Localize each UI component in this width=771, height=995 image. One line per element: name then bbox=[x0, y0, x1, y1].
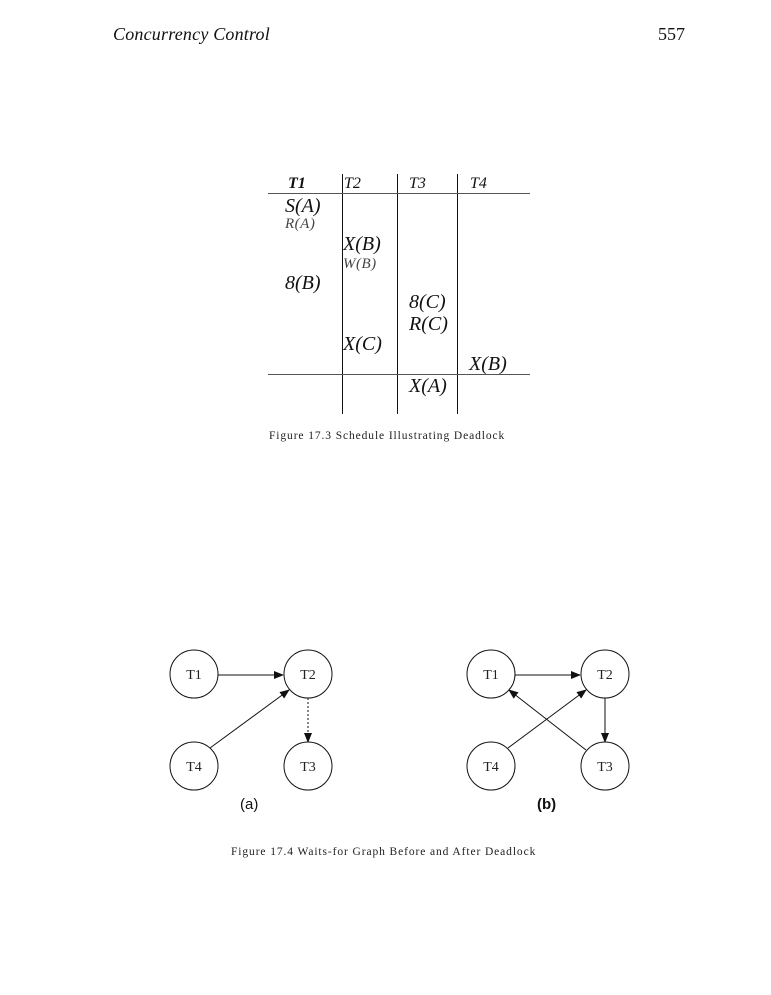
column-header-t3: T3 bbox=[409, 175, 426, 192]
edge-b-t3-to-t1 bbox=[508, 689, 587, 751]
node-b-t3-label: T3 bbox=[597, 760, 613, 775]
figure-17-3-caption: Figure 17.3 Schedule Illustrating Deadlo… bbox=[269, 430, 506, 442]
node-b-t1-label: T1 bbox=[483, 668, 499, 683]
figure-17-4-caption: Figure 17.4 Waits-for Graph Before and A… bbox=[231, 846, 537, 858]
node-a-t3-label: T3 bbox=[300, 760, 316, 775]
graph-b-label: (b) bbox=[537, 796, 557, 813]
node-b-t1 bbox=[466, 649, 516, 699]
op-t2-exclusive-lock-b: X(B) bbox=[343, 233, 381, 255]
graph-b: T1 T2 T4 T3 bbox=[466, 649, 630, 791]
node-b-t4 bbox=[466, 741, 516, 791]
schedule-table: T1 T2 T3 T4 S(A) R(A) X(B) W(B) 8(B) 8(C… bbox=[268, 172, 530, 414]
op-t1-shared-lock-b: 8(B) bbox=[285, 272, 321, 294]
op-t3-exclusive-lock-a: X(A) bbox=[409, 375, 447, 397]
op-t4-exclusive-lock-b: X(B) bbox=[469, 353, 507, 375]
node-a-t1-label: T1 bbox=[186, 668, 202, 683]
op-t1-read-a: R(A) bbox=[285, 216, 316, 232]
node-a-t4 bbox=[169, 741, 219, 791]
page-number: 557 bbox=[658, 24, 685, 44]
node-b-t2-label: T2 bbox=[597, 668, 613, 683]
bottom-rule bbox=[268, 374, 530, 375]
graph-a: T1 T2 T4 T3 bbox=[169, 649, 333, 791]
column-divider-t2-t3 bbox=[397, 174, 398, 414]
graph-a-label: (a) bbox=[240, 796, 259, 813]
op-t2-write-b: W(B) bbox=[343, 256, 377, 272]
column-header-t2: T2 bbox=[344, 175, 361, 192]
node-a-t4-label: T4 bbox=[186, 760, 202, 775]
op-t3-shared-lock-c: 8(C) bbox=[409, 291, 446, 313]
header-rule bbox=[268, 193, 530, 194]
op-t2-exclusive-lock-c: X(C) bbox=[343, 333, 382, 355]
column-header-t4: T4 bbox=[470, 175, 487, 192]
node-a-t2-label: T2 bbox=[300, 668, 316, 683]
edge-a-t4-to-t2 bbox=[209, 689, 290, 749]
op-t1-shared-lock-a: S(A) bbox=[285, 195, 321, 217]
node-a-t1 bbox=[169, 649, 219, 699]
node-b-t2 bbox=[580, 649, 630, 699]
node-a-t3 bbox=[283, 741, 333, 791]
node-b-t3 bbox=[580, 741, 630, 791]
column-divider-t3-t4 bbox=[457, 174, 458, 414]
op-t3-read-c: R(C) bbox=[409, 313, 448, 335]
node-b-t4-label: T4 bbox=[483, 760, 499, 775]
running-header-title: Concurrency Control bbox=[113, 24, 270, 44]
column-divider-t1-t2 bbox=[342, 174, 343, 414]
node-a-t2 bbox=[283, 649, 333, 699]
column-header-t1: T1 bbox=[288, 175, 306, 192]
